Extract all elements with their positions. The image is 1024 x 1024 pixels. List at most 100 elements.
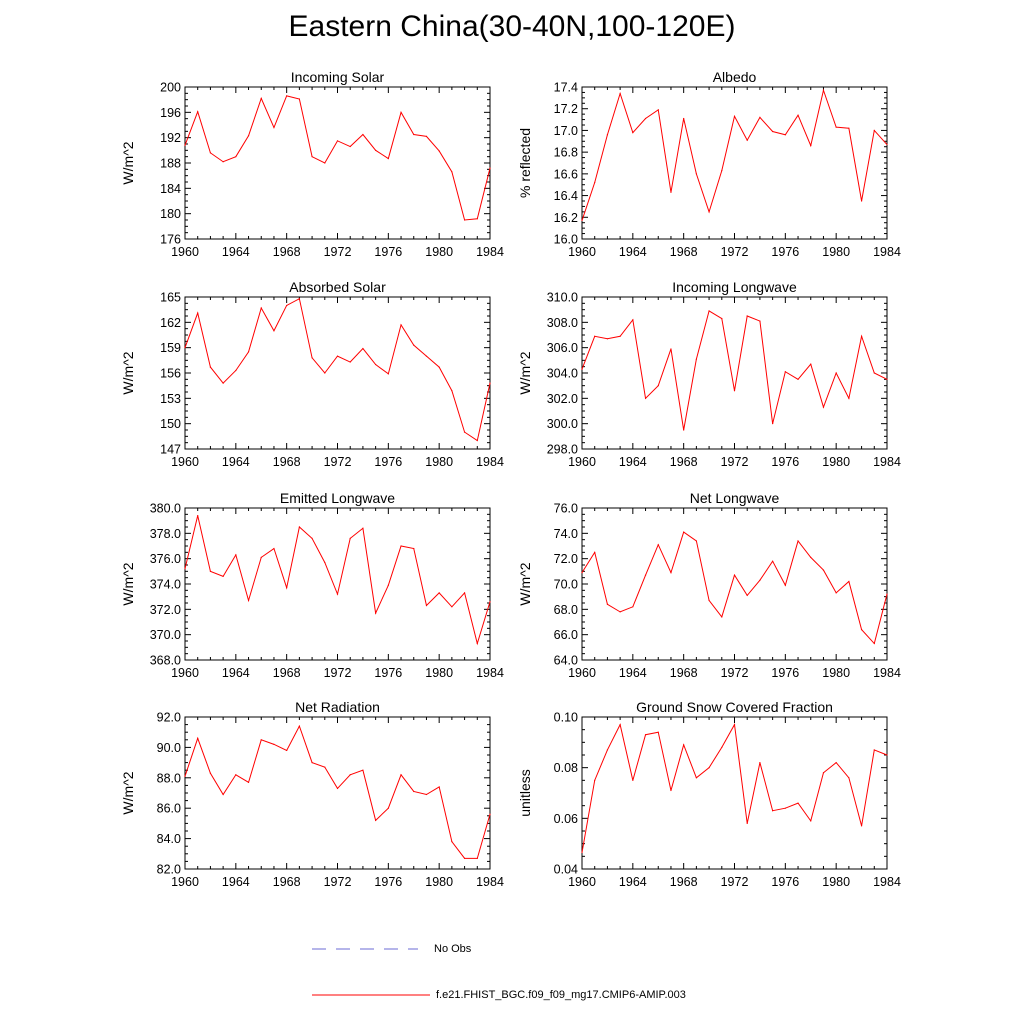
x-tick-label: 1964	[619, 875, 647, 889]
y-tick-label: 90.0	[157, 741, 181, 755]
data-point	[721, 616, 723, 618]
plot-frame	[581, 507, 888, 661]
data-point	[797, 540, 799, 542]
data-point	[476, 218, 478, 220]
data-point	[222, 575, 224, 578]
data-point	[657, 109, 659, 111]
x-tick-label: 1976	[771, 245, 799, 259]
data-point	[848, 777, 850, 779]
data-point	[247, 351, 250, 353]
chart-panel-6: 1960 1964 1968 1972 1976 1980 1984 64.0 66.0 68.0…	[517, 490, 901, 680]
data-point	[413, 133, 415, 136]
data-point	[197, 111, 199, 113]
x-tick-label: 1980	[822, 666, 850, 680]
data-point	[349, 774, 351, 776]
data-point	[451, 841, 453, 843]
data-point	[581, 368, 583, 370]
data-point	[632, 319, 634, 321]
x-tick-label: 1972	[324, 455, 352, 469]
y-tick-label: 64.0	[554, 654, 578, 668]
x-tick-label: 1968	[670, 245, 698, 259]
x-tick-label: 1968	[273, 455, 301, 469]
data-point	[235, 156, 237, 158]
data-point	[581, 572, 583, 574]
data-point	[797, 378, 799, 380]
data-point	[670, 348, 672, 350]
x-tick-label: 1984	[873, 455, 901, 469]
data-point	[683, 531, 685, 533]
data-point	[746, 822, 748, 825]
data-point	[451, 390, 453, 392]
data-point	[810, 363, 812, 365]
x-tick-label: 1980	[822, 455, 850, 469]
x-tick-label: 1976	[374, 875, 402, 889]
y-tick-label: 72.0	[554, 552, 578, 566]
data-point	[235, 554, 237, 556]
data-point	[657, 544, 659, 546]
data-point	[260, 556, 262, 559]
x-tick-label: 1964	[619, 245, 647, 259]
y-tick-label: 74.0	[554, 527, 578, 541]
data-point	[746, 594, 748, 597]
data-point	[810, 820, 812, 822]
data-point	[848, 580, 850, 583]
data-point	[311, 357, 313, 359]
data-point	[860, 200, 863, 202]
data-point	[260, 739, 262, 741]
x-tick-label: 1980	[822, 875, 850, 889]
x-tick-label: 1976	[374, 455, 402, 469]
data-point	[425, 604, 428, 607]
x-tick-label: 1972	[324, 666, 352, 680]
x-tick-label: 1960	[171, 245, 199, 259]
data-point	[606, 338, 609, 340]
data-point	[235, 774, 237, 776]
chart-panel-8: 1960 1964 1968 1972 1976 1980 1984 0.04 0.06 0.08…	[517, 699, 901, 889]
data-point	[683, 429, 685, 431]
series-line	[184, 95, 491, 221]
y-tick-label: 159	[160, 341, 181, 355]
data-point	[594, 551, 596, 553]
data-point	[644, 574, 647, 576]
data-point	[784, 584, 786, 586]
x-tick-label: 1980	[822, 245, 850, 259]
y-tick-label: 147	[160, 443, 181, 457]
series-line	[184, 515, 491, 646]
data-point	[733, 724, 736, 726]
data-point	[222, 382, 224, 384]
series-line	[581, 531, 888, 645]
data-point	[886, 378, 888, 380]
data-point	[209, 772, 212, 774]
y-tick-label: 92.0	[157, 711, 181, 725]
x-tick-label: 1976	[374, 245, 402, 259]
data-point	[594, 335, 596, 337]
y-tick-label: 76.0	[554, 502, 578, 516]
x-tick-label: 1960	[568, 875, 596, 889]
legend-model-line	[312, 994, 430, 996]
x-tick-label: 1964	[222, 666, 250, 680]
panel-title: Absorbed Solar	[289, 279, 386, 295]
x-tick-label: 1960	[568, 666, 596, 680]
data-point	[222, 793, 224, 796]
x-tick-label: 1960	[171, 875, 199, 889]
chart-panel-2: 1960 1964 1968 1972 1976 1980 1984 16.0 16.2 16.4…	[517, 69, 901, 259]
y-tick-label: 180	[160, 207, 181, 221]
data-point	[721, 170, 723, 172]
data-point	[619, 724, 621, 726]
y-axis-label: W/m^2	[120, 141, 136, 184]
y-tick-label: 66.0	[554, 628, 578, 642]
data-point	[489, 382, 491, 384]
data-point	[197, 515, 199, 517]
x-tick-label: 1984	[476, 455, 504, 469]
data-point	[209, 570, 212, 572]
data-point	[695, 777, 697, 779]
data-point	[247, 135, 250, 137]
x-tick-label: 1964	[619, 455, 647, 469]
y-tick-label: 184	[160, 182, 181, 196]
data-point	[209, 366, 212, 368]
series-line	[581, 723, 888, 853]
data-point	[184, 775, 186, 777]
series-line	[581, 88, 888, 221]
data-point	[708, 599, 710, 602]
data-point	[860, 825, 863, 827]
